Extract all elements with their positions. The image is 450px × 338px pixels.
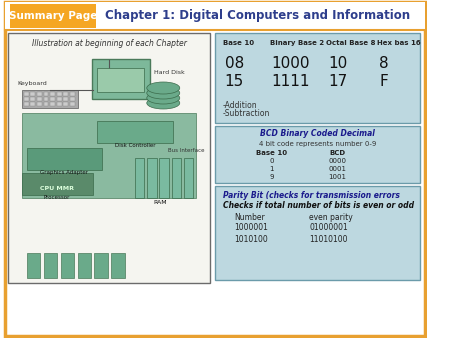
Text: 01000001: 01000001 — [309, 223, 348, 233]
Bar — [27, 253, 40, 278]
Text: 17: 17 — [328, 73, 347, 89]
Text: F: F — [379, 73, 388, 89]
Text: 0001: 0001 — [328, 166, 346, 172]
Text: Base 10: Base 10 — [256, 150, 287, 156]
Text: 0000: 0000 — [328, 158, 346, 164]
Bar — [57, 102, 62, 106]
Bar — [37, 97, 42, 101]
Text: 15: 15 — [225, 73, 244, 89]
Bar — [147, 158, 157, 198]
Bar — [24, 102, 28, 106]
Bar — [44, 92, 48, 96]
Text: 0: 0 — [270, 158, 274, 164]
Text: even parity: even parity — [309, 213, 353, 221]
Text: 1000: 1000 — [272, 55, 310, 71]
Text: BCD: BCD — [329, 150, 346, 156]
Bar — [70, 102, 75, 106]
Bar — [37, 102, 42, 106]
Bar — [112, 253, 125, 278]
Text: 1000001: 1000001 — [234, 223, 268, 233]
Bar — [22, 113, 196, 198]
Bar — [50, 97, 55, 101]
Bar — [63, 92, 68, 96]
Bar — [70, 97, 75, 101]
Text: Summary Page: Summary Page — [9, 11, 97, 21]
Bar — [44, 97, 48, 101]
Text: 11010100: 11010100 — [309, 235, 348, 243]
Text: CPU MMR: CPU MMR — [40, 186, 74, 191]
Bar — [22, 90, 78, 108]
Text: RAM: RAM — [153, 200, 167, 205]
Text: Disk Controller: Disk Controller — [115, 143, 155, 148]
Bar — [61, 253, 74, 278]
Bar — [159, 158, 169, 198]
Bar — [8, 33, 210, 283]
Text: 9: 9 — [270, 174, 274, 180]
Bar — [172, 158, 181, 198]
Text: -Subtraction: -Subtraction — [223, 110, 270, 119]
Text: Binary Base 2: Binary Base 2 — [270, 40, 324, 46]
Text: Octal Base 8: Octal Base 8 — [326, 40, 376, 46]
Text: Bus Interface: Bus Interface — [168, 148, 204, 153]
Bar — [27, 148, 102, 170]
Text: Number: Number — [234, 213, 265, 221]
Bar — [24, 92, 28, 96]
Bar — [135, 158, 144, 198]
Text: -Addition: -Addition — [223, 100, 257, 110]
Bar — [22, 173, 93, 195]
Bar — [63, 97, 68, 101]
Bar — [44, 253, 57, 278]
Bar — [5, 2, 425, 30]
Bar — [70, 92, 75, 96]
Text: 1001: 1001 — [328, 174, 346, 180]
Text: Chapter 1: Digital Computers and Information: Chapter 1: Digital Computers and Informa… — [105, 9, 410, 23]
Ellipse shape — [147, 82, 180, 94]
Bar — [184, 158, 194, 198]
Text: Graphics Adapter: Graphics Adapter — [40, 170, 88, 175]
Bar — [57, 92, 62, 96]
Bar — [50, 102, 55, 106]
Text: Hard Disk: Hard Disk — [154, 70, 184, 75]
Bar — [31, 92, 35, 96]
Bar — [31, 102, 35, 106]
Text: 08: 08 — [225, 55, 244, 71]
Text: Illustration at beginning of each Chapter: Illustration at beginning of each Chapte… — [32, 39, 187, 48]
Bar — [97, 68, 144, 92]
Text: Base 10: Base 10 — [223, 40, 254, 46]
Bar — [57, 97, 62, 101]
Text: BCD Binary Coded Decimal: BCD Binary Coded Decimal — [261, 129, 375, 139]
Bar — [50, 92, 55, 96]
FancyBboxPatch shape — [10, 4, 96, 28]
Ellipse shape — [147, 87, 180, 99]
Bar — [215, 126, 420, 183]
Bar — [37, 92, 42, 96]
Text: 4 bit code represents number 0-9: 4 bit code represents number 0-9 — [259, 141, 377, 147]
Text: 1: 1 — [270, 166, 274, 172]
Ellipse shape — [147, 97, 180, 109]
Bar — [215, 33, 420, 123]
Bar — [24, 97, 28, 101]
Text: Checks if total number of bits is even or odd: Checks if total number of bits is even o… — [223, 201, 414, 211]
Text: Hex bas 16: Hex bas 16 — [377, 40, 421, 46]
Bar — [97, 121, 173, 143]
Text: Parity Bit (checks for transmission errors: Parity Bit (checks for transmission erro… — [223, 191, 400, 199]
Text: 10: 10 — [328, 55, 347, 71]
Bar — [94, 253, 108, 278]
Ellipse shape — [147, 92, 180, 104]
Bar — [63, 102, 68, 106]
Bar — [215, 186, 420, 280]
FancyBboxPatch shape — [5, 2, 425, 336]
Bar — [44, 102, 48, 106]
Text: Monitor: Monitor — [108, 76, 134, 82]
Text: Processor: Processor — [44, 195, 70, 200]
Text: 1010100: 1010100 — [234, 235, 268, 243]
Text: Keyboard: Keyboard — [17, 81, 47, 86]
FancyBboxPatch shape — [92, 59, 150, 99]
Text: 1111: 1111 — [272, 73, 310, 89]
Text: 8: 8 — [379, 55, 389, 71]
Bar — [77, 253, 91, 278]
Bar — [31, 97, 35, 101]
